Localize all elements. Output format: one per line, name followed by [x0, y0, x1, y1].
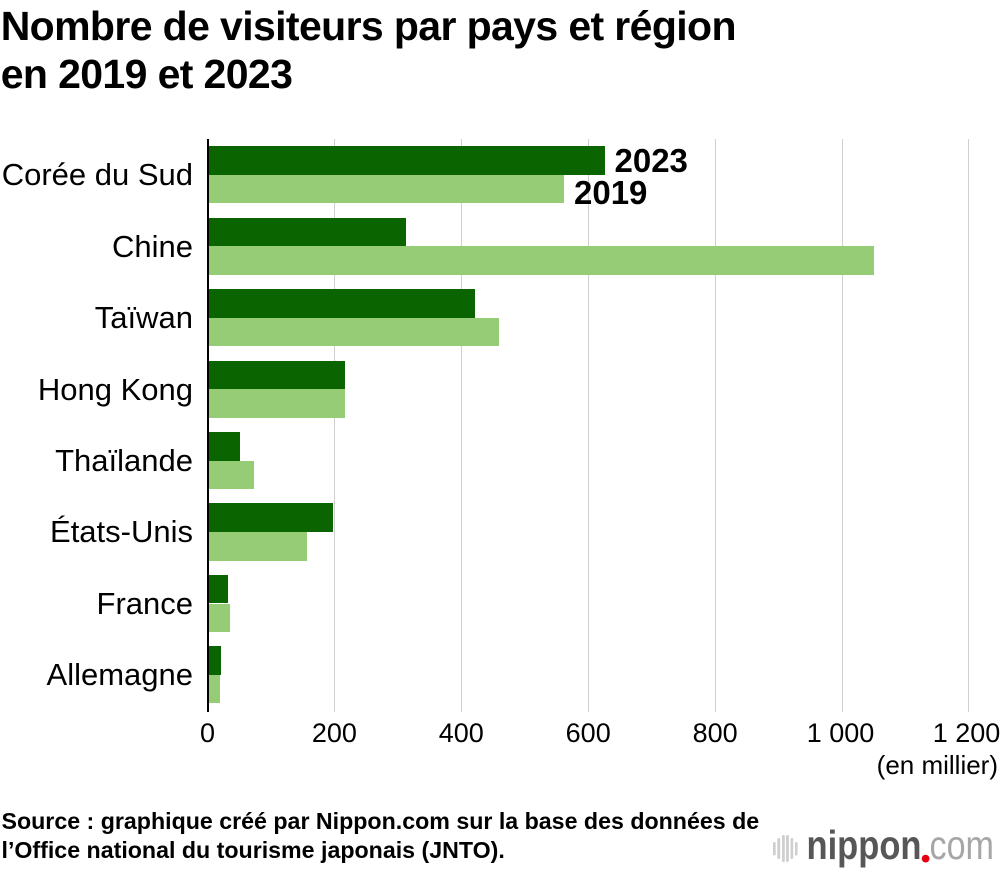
svg-text:nippon: nippon	[807, 822, 922, 868]
svg-text:com: com	[930, 822, 995, 868]
